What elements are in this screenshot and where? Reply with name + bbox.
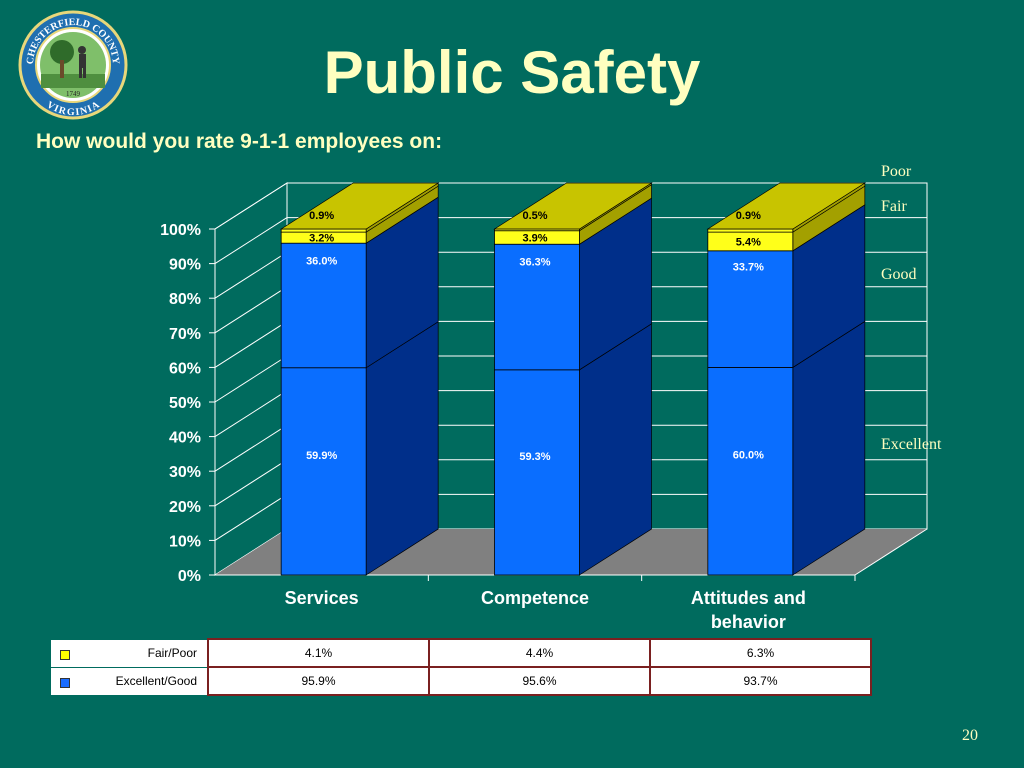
gridline-side <box>214 320 288 368</box>
gridline-side <box>214 217 288 265</box>
table-row-key: Fair/Poor <box>50 638 209 668</box>
data-label-excellent: 59.3% <box>519 451 550 463</box>
y-tick-label: 100% <box>160 222 201 239</box>
gridline-side <box>214 251 288 299</box>
table-cell: 4.1% <box>207 638 430 668</box>
gridline-side <box>214 355 288 403</box>
seal-year: 1749 <box>66 90 81 98</box>
bar-top-face <box>493 182 653 230</box>
y-tick-label: 0% <box>178 568 201 585</box>
y-tick-label: 50% <box>169 395 201 412</box>
floor-edge <box>854 528 928 576</box>
bar-segment-excellent <box>494 369 580 576</box>
table-row-label: Fair/Poor <box>147 646 197 660</box>
legend-label-excellent: Excellent <box>881 436 942 453</box>
bar-segment-excellent <box>280 367 367 576</box>
data-label-poor: 0.9% <box>309 210 334 222</box>
y-tick-label: 60% <box>169 360 201 377</box>
data-label-fair: 3.9% <box>522 232 547 244</box>
county-seal-logo: CHESTERFIELD COUNTY VIRGINIA 1749 <box>18 10 128 120</box>
table-row: Fair/Poor 4.1% 4.4% 6.3% <box>50 638 872 668</box>
data-label-excellent: 60.0% <box>733 450 764 462</box>
data-label-excellent: 59.9% <box>306 450 337 462</box>
y-tick-label: 10% <box>169 533 201 550</box>
data-label-poor: 0.9% <box>736 210 761 222</box>
page-title: Public Safety <box>323 39 701 106</box>
data-label-good: 36.0% <box>306 255 337 267</box>
gridline-side <box>214 459 288 507</box>
y-tick-label: 40% <box>169 430 201 447</box>
excellent-good-swatch <box>60 677 70 688</box>
data-label-good: 33.7% <box>733 262 764 274</box>
gridline-side <box>214 286 288 334</box>
y-tick-label: 80% <box>169 291 201 308</box>
table-row-label: Excellent/Good <box>115 674 197 688</box>
stacked-bar-chart: 0% 10% 20% 30% 40% 50% 60% 70% 80% 90% 100% Service… <box>160 182 928 632</box>
bar-segment-good <box>280 242 367 369</box>
x-category-label: Attitudes and behavior <box>691 588 806 632</box>
legend-label-fair: Fair <box>881 198 907 215</box>
y-tick-label: 20% <box>169 499 201 516</box>
fair-poor-swatch <box>60 649 70 660</box>
table-cell: 95.6% <box>428 666 651 696</box>
bar-segment-good <box>707 250 794 368</box>
gridline-side <box>214 182 288 230</box>
legend-label-good: Good <box>881 266 917 283</box>
legend-label-poor: Poor <box>881 163 912 180</box>
data-label-good: 36.3% <box>519 257 550 269</box>
chart-subtitle: How would you rate 9-1-1 employees on: <box>36 130 443 153</box>
bar-top-face <box>706 182 867 230</box>
data-label-fair: 3.2% <box>309 233 334 245</box>
data-label-poor: 0.5% <box>522 210 547 222</box>
y-tick-label: 30% <box>169 464 201 481</box>
data-label-fair: 5.4% <box>736 236 761 248</box>
table-cell: 4.4% <box>428 638 651 668</box>
table-cell: 93.7% <box>649 666 872 696</box>
x-category-label: Competence <box>481 588 589 608</box>
table-row: Excellent/Good 95.9% 95.6% 93.7% <box>50 666 872 696</box>
bar-segment-poor <box>707 228 794 233</box>
summary-data-table: Fair/Poor 4.1% 4.4% 6.3% Excellent/Good … <box>50 638 872 696</box>
bar-segment-excellent <box>707 366 794 576</box>
y-tick-label: 90% <box>169 257 201 274</box>
page-number: 20 <box>962 727 978 744</box>
bar-top-face <box>279 182 440 230</box>
gridline-side <box>214 390 288 438</box>
table-cell: 6.3% <box>649 638 872 668</box>
table-cell: 95.9% <box>207 666 430 696</box>
x-category-label: Services <box>285 588 359 608</box>
y-tick-label: 70% <box>169 326 201 343</box>
gridline-side <box>214 424 288 472</box>
gridline-side <box>214 493 288 541</box>
table-row-key: Excellent/Good <box>50 666 209 696</box>
bar-segment-poor <box>280 228 367 233</box>
